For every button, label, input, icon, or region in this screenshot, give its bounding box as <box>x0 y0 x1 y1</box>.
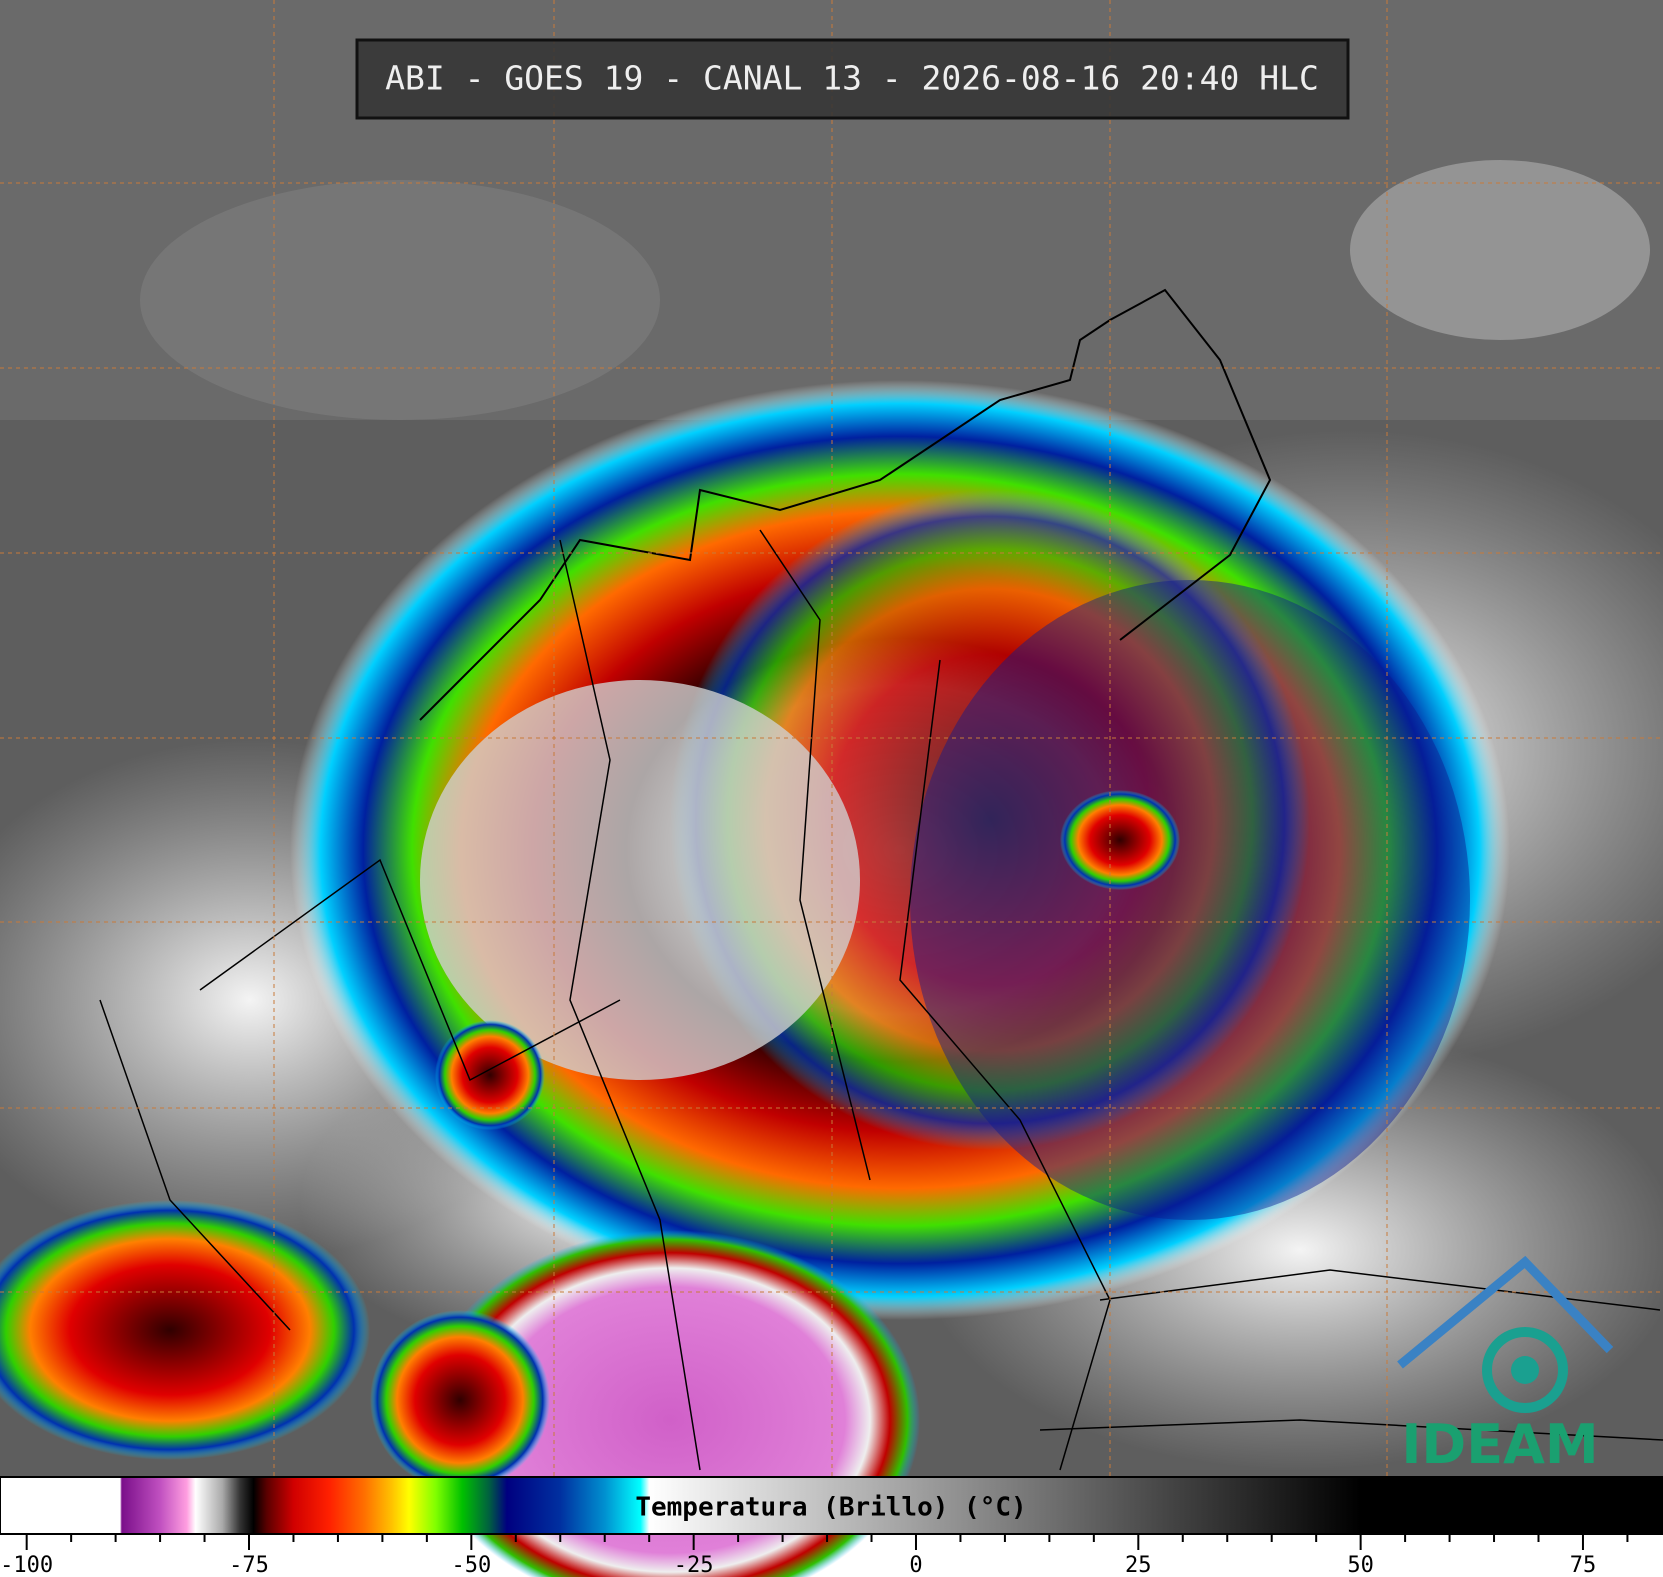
tick-label: 50 <box>1347 1553 1374 1577</box>
title-box: ABI - GOES 19 - CANAL 13 - 2026-08-16 20… <box>355 38 1350 120</box>
title: ABI - GOES 19 - CANAL 13 - 2026-08-16 20… <box>385 59 1319 98</box>
tick-label: -25 <box>674 1553 714 1577</box>
tick-label: -50 <box>451 1553 491 1577</box>
logo-text: IDEAM <box>1401 1413 1598 1476</box>
tick-label: -100 <box>0 1553 53 1577</box>
tick-label: 75 <box>1570 1553 1597 1577</box>
colorbar-label: Temperatura (Brillo) (°C) <box>635 1493 1026 1523</box>
tick-label: -75 <box>229 1553 269 1577</box>
tick-label: 25 <box>1125 1553 1152 1577</box>
colorbar-ramp <box>0 1476 1663 1535</box>
tick-label: 0 <box>909 1553 922 1577</box>
logo: IDEAM <box>1397 1255 1614 1476</box>
colorbar: Temperatura (Brillo) (°C) -100 -75 -50 -25 0… <box>0 1476 1663 1577</box>
